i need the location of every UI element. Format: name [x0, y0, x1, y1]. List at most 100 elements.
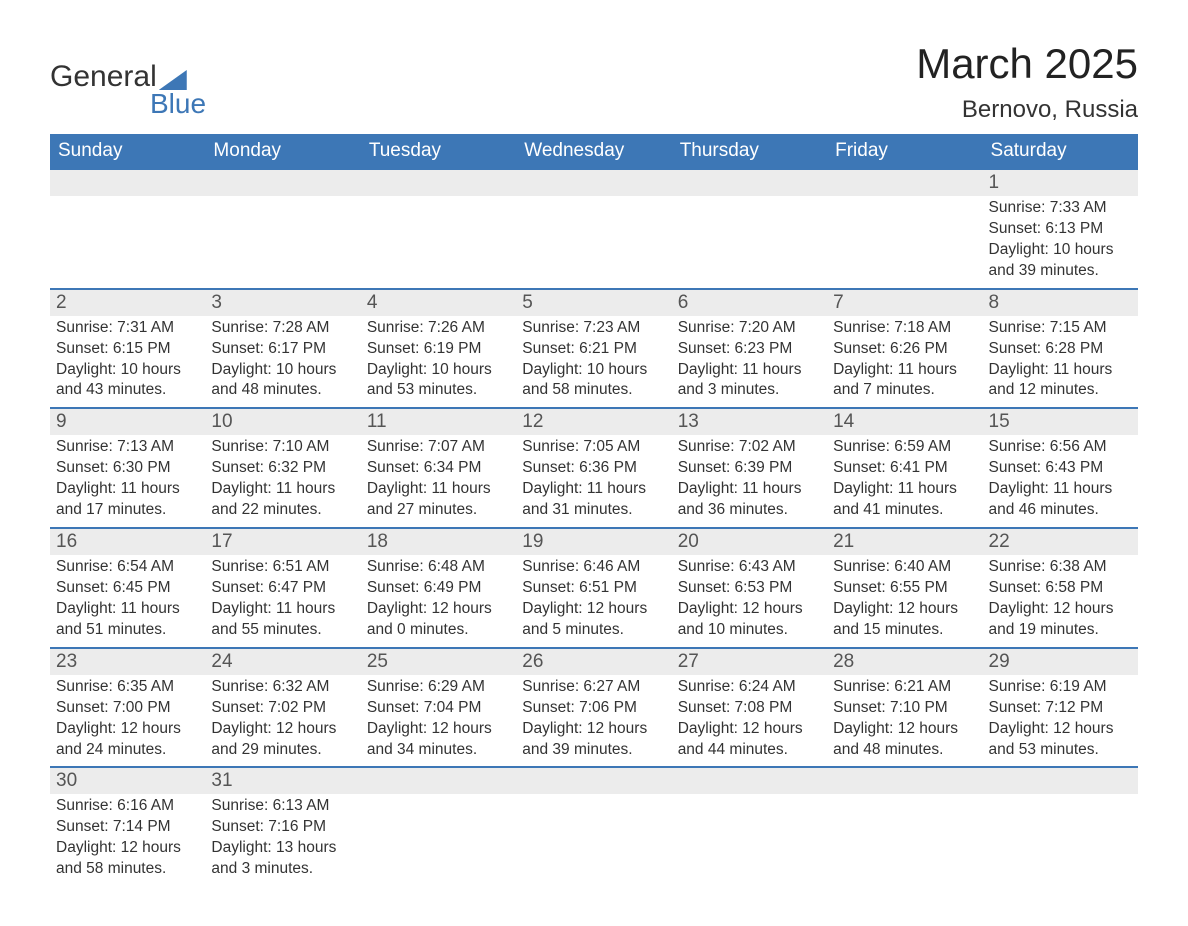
calendar-cell — [672, 169, 827, 289]
sunrise-text: Sunrise: 7:02 AM — [678, 437, 821, 458]
day-content: Sunrise: 6:35 AMSunset: 7:00 PMDaylight:… — [50, 675, 205, 767]
daylight-text: Daylight: 10 hours and 58 minutes. — [522, 360, 665, 402]
sunset-text: Sunset: 6:55 PM — [833, 578, 976, 599]
calendar-table: SundayMondayTuesdayWednesdayThursdayFrid… — [50, 134, 1138, 886]
calendar-cell — [672, 767, 827, 886]
day-number: 19 — [516, 529, 671, 555]
logo-triangle-icon — [159, 70, 187, 90]
sunset-text: Sunset: 6:26 PM — [833, 339, 976, 360]
logo-text-blue: Blue — [150, 88, 206, 120]
weekday-header: Thursday — [672, 134, 827, 169]
daylight-text: Daylight: 11 hours and 46 minutes. — [989, 479, 1132, 521]
daylight-text: Daylight: 11 hours and 17 minutes. — [56, 479, 199, 521]
sunset-text: Sunset: 7:02 PM — [211, 698, 354, 719]
weekday-header: Friday — [827, 134, 982, 169]
day-content: Sunrise: 7:15 AMSunset: 6:28 PMDaylight:… — [983, 316, 1138, 408]
calendar-cell: 4Sunrise: 7:26 AMSunset: 6:19 PMDaylight… — [361, 289, 516, 409]
day-number: 25 — [361, 649, 516, 675]
day-number — [516, 768, 671, 794]
day-number: 21 — [827, 529, 982, 555]
day-content: Sunrise: 7:18 AMSunset: 6:26 PMDaylight:… — [827, 316, 982, 408]
calendar-cell — [827, 767, 982, 886]
day-number — [361, 768, 516, 794]
day-number — [983, 768, 1138, 794]
sunrise-text: Sunrise: 6:38 AM — [989, 557, 1132, 578]
sunrise-text: Sunrise: 6:13 AM — [211, 796, 354, 817]
day-number: 17 — [205, 529, 360, 555]
day-number: 31 — [205, 768, 360, 794]
calendar-cell: 22Sunrise: 6:38 AMSunset: 6:58 PMDayligh… — [983, 528, 1138, 648]
calendar-cell: 25Sunrise: 6:29 AMSunset: 7:04 PMDayligh… — [361, 648, 516, 768]
sunset-text: Sunset: 7:08 PM — [678, 698, 821, 719]
weekday-header: Tuesday — [361, 134, 516, 169]
sunset-text: Sunset: 6:28 PM — [989, 339, 1132, 360]
sunset-text: Sunset: 7:06 PM — [522, 698, 665, 719]
calendar-cell: 29Sunrise: 6:19 AMSunset: 7:12 PMDayligh… — [983, 648, 1138, 768]
day-number — [50, 170, 205, 196]
daylight-text: Daylight: 11 hours and 41 minutes. — [833, 479, 976, 521]
sunset-text: Sunset: 7:12 PM — [989, 698, 1132, 719]
day-content: Sunrise: 7:07 AMSunset: 6:34 PMDaylight:… — [361, 435, 516, 527]
calendar-cell: 15Sunrise: 6:56 AMSunset: 6:43 PMDayligh… — [983, 408, 1138, 528]
daylight-text: Daylight: 12 hours and 48 minutes. — [833, 719, 976, 761]
day-content: Sunrise: 6:29 AMSunset: 7:04 PMDaylight:… — [361, 675, 516, 767]
day-content — [516, 196, 671, 284]
sunrise-text: Sunrise: 7:05 AM — [522, 437, 665, 458]
sunrise-text: Sunrise: 6:54 AM — [56, 557, 199, 578]
sunset-text: Sunset: 6:34 PM — [367, 458, 510, 479]
logo: General Blue — [50, 60, 206, 120]
sunrise-text: Sunrise: 6:32 AM — [211, 677, 354, 698]
day-content — [205, 196, 360, 284]
sunrise-text: Sunrise: 6:48 AM — [367, 557, 510, 578]
daylight-text: Daylight: 11 hours and 31 minutes. — [522, 479, 665, 521]
day-content: Sunrise: 7:26 AMSunset: 6:19 PMDaylight:… — [361, 316, 516, 408]
sunrise-text: Sunrise: 7:31 AM — [56, 318, 199, 339]
calendar-cell: 10Sunrise: 7:10 AMSunset: 6:32 PMDayligh… — [205, 408, 360, 528]
daylight-text: Daylight: 12 hours and 58 minutes. — [56, 838, 199, 880]
sunset-text: Sunset: 6:53 PM — [678, 578, 821, 599]
sunset-text: Sunset: 6:39 PM — [678, 458, 821, 479]
calendar-cell: 2Sunrise: 7:31 AMSunset: 6:15 PMDaylight… — [50, 289, 205, 409]
day-content: Sunrise: 7:02 AMSunset: 6:39 PMDaylight:… — [672, 435, 827, 527]
day-number: 5 — [516, 290, 671, 316]
day-number — [672, 768, 827, 794]
daylight-text: Daylight: 12 hours and 39 minutes. — [522, 719, 665, 761]
calendar-cell — [50, 169, 205, 289]
day-number: 15 — [983, 409, 1138, 435]
calendar-cell: 23Sunrise: 6:35 AMSunset: 7:00 PMDayligh… — [50, 648, 205, 768]
daylight-text: Daylight: 11 hours and 22 minutes. — [211, 479, 354, 521]
calendar-cell: 20Sunrise: 6:43 AMSunset: 6:53 PMDayligh… — [672, 528, 827, 648]
sunset-text: Sunset: 6:36 PM — [522, 458, 665, 479]
day-number — [361, 170, 516, 196]
logo-text-general: General — [50, 60, 157, 94]
day-content: Sunrise: 7:13 AMSunset: 6:30 PMDaylight:… — [50, 435, 205, 527]
calendar-cell: 14Sunrise: 6:59 AMSunset: 6:41 PMDayligh… — [827, 408, 982, 528]
day-content: Sunrise: 7:20 AMSunset: 6:23 PMDaylight:… — [672, 316, 827, 408]
sunrise-text: Sunrise: 6:19 AM — [989, 677, 1132, 698]
day-number: 27 — [672, 649, 827, 675]
sunrise-text: Sunrise: 6:21 AM — [833, 677, 976, 698]
sunset-text: Sunset: 6:45 PM — [56, 578, 199, 599]
day-number: 3 — [205, 290, 360, 316]
day-number — [205, 170, 360, 196]
day-number: 29 — [983, 649, 1138, 675]
sunrise-text: Sunrise: 6:29 AM — [367, 677, 510, 698]
sunset-text: Sunset: 6:21 PM — [522, 339, 665, 360]
day-content: Sunrise: 7:10 AMSunset: 6:32 PMDaylight:… — [205, 435, 360, 527]
weekday-header: Sunday — [50, 134, 205, 169]
daylight-text: Daylight: 11 hours and 3 minutes. — [678, 360, 821, 402]
sunrise-text: Sunrise: 6:56 AM — [989, 437, 1132, 458]
sunrise-text: Sunrise: 7:23 AM — [522, 318, 665, 339]
day-number: 24 — [205, 649, 360, 675]
sunset-text: Sunset: 7:00 PM — [56, 698, 199, 719]
calendar-cell: 5Sunrise: 7:23 AMSunset: 6:21 PMDaylight… — [516, 289, 671, 409]
day-content: Sunrise: 6:32 AMSunset: 7:02 PMDaylight:… — [205, 675, 360, 767]
calendar-cell: 12Sunrise: 7:05 AMSunset: 6:36 PMDayligh… — [516, 408, 671, 528]
day-number: 10 — [205, 409, 360, 435]
calendar-cell: 13Sunrise: 7:02 AMSunset: 6:39 PMDayligh… — [672, 408, 827, 528]
sunset-text: Sunset: 6:23 PM — [678, 339, 821, 360]
day-number: 12 — [516, 409, 671, 435]
calendar-cell: 7Sunrise: 7:18 AMSunset: 6:26 PMDaylight… — [827, 289, 982, 409]
sunset-text: Sunset: 7:10 PM — [833, 698, 976, 719]
sunset-text: Sunset: 6:47 PM — [211, 578, 354, 599]
